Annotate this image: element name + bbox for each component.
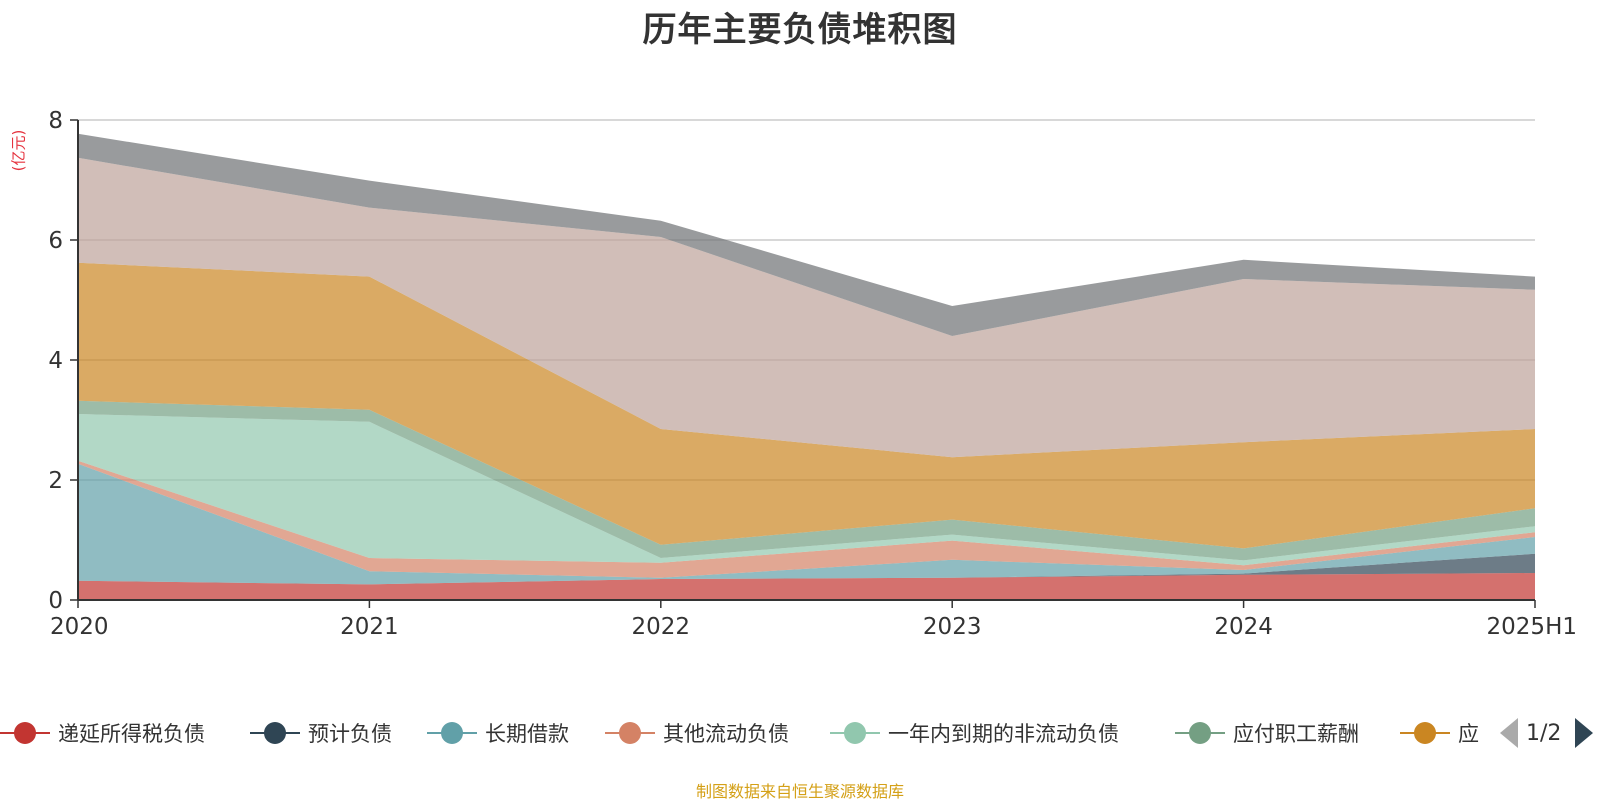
- legend-marker-icon: [830, 720, 880, 746]
- legend-label: 其他流动负债: [663, 722, 789, 746]
- legend-item[interactable]: 应付职工薪酬: [1175, 713, 1359, 753]
- area-series-layer: [78, 133, 1535, 600]
- y-tick-label: 2: [48, 468, 63, 494]
- legend-marker-icon: [250, 720, 300, 746]
- x-tick-label: 2023: [923, 614, 982, 640]
- y-tick-label: 6: [48, 228, 63, 254]
- legend-label: 递延所得税负债: [58, 722, 205, 746]
- legend-label: 长期借款: [485, 722, 569, 746]
- x-tick-label: 2022: [632, 614, 691, 640]
- x-tick-label: 2025H1: [1487, 614, 1577, 640]
- x-tick-label: 2021: [340, 614, 399, 640]
- axes: [70, 119, 1536, 608]
- area-series-其他流动负债: [78, 460, 1535, 578]
- legend-item[interactable]: 预计负债: [250, 713, 392, 753]
- chart-title: 历年主要负债堆积图: [642, 10, 958, 50]
- legend-item[interactable]: 应: [1400, 713, 1479, 753]
- legend-marker-icon: [0, 720, 50, 746]
- legend-marker-icon: [1400, 720, 1450, 746]
- legend-item[interactable]: 长期借款: [427, 713, 569, 753]
- legend-marker-icon: [1175, 720, 1225, 746]
- legend-next-page-button[interactable]: [1575, 718, 1594, 748]
- stacked-area-chart: 0 2 4 6 8 2020 2021 2022 2023 2024 2025H1: [48, 108, 1577, 640]
- legend-marker-icon: [427, 720, 477, 746]
- area-series-长期借款: [78, 463, 1535, 585]
- legend-marker-icon: [605, 720, 655, 746]
- legend-label: 预计负债: [308, 722, 392, 746]
- legend-prev-page-button[interactable]: [1500, 718, 1518, 748]
- legend-page-indicator: 1/2: [1526, 720, 1562, 746]
- legend-item[interactable]: 递延所得税负债: [0, 713, 205, 753]
- legend-label: 一年内到期的非流动负债: [888, 722, 1119, 746]
- tick-labels: 0 2 4 6 8 2020 2021 2022 2023 2024 2025H1: [48, 108, 1577, 640]
- x-tick-label: 2024: [1214, 614, 1273, 640]
- y-tick-label: 0: [48, 588, 63, 614]
- legend-label: 应: [1458, 722, 1479, 746]
- y-tick-label: 8: [48, 108, 63, 134]
- legend-item[interactable]: 其他流动负债: [605, 713, 789, 753]
- area-series-递延所得税负债: [78, 573, 1535, 600]
- legend-item[interactable]: 一年内到期的非流动负债: [830, 713, 1119, 753]
- area-series-series-9: [78, 133, 1535, 336]
- area-series-应付职工薪酬: [78, 400, 1535, 561]
- area-series-series-8: [78, 157, 1535, 458]
- legend-pager: 1/2: [1500, 713, 1594, 753]
- data-source-note: 制图数据来自恒生聚源数据库: [695, 782, 904, 801]
- area-series-应付账款: [78, 262, 1535, 549]
- y-tick-label: 4: [48, 348, 63, 374]
- chart-legend: 递延所得税负债 预计负债 长期借款 其他流动负债 一年内到期的非流动负债 应付职工薪酬应 …: [0, 713, 1600, 753]
- area-series-一年内到期的非流动负债: [78, 414, 1535, 566]
- x-tick-label: 2020: [50, 614, 109, 640]
- legend-label: 应付职工薪酬: [1233, 722, 1359, 746]
